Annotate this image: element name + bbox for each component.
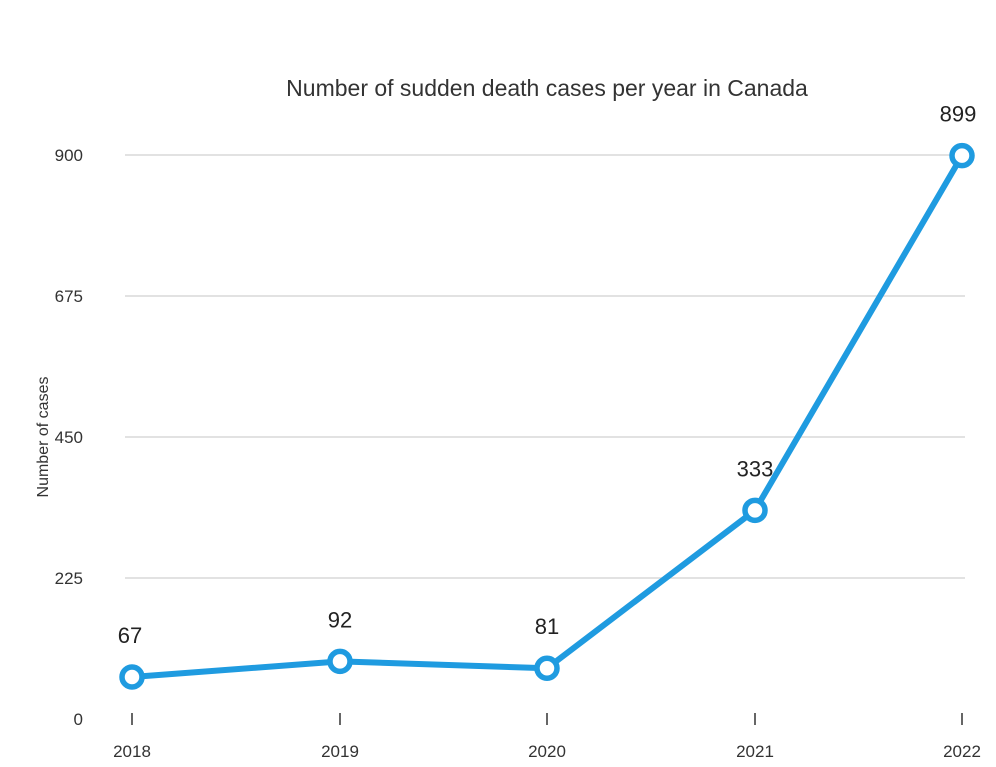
data-label: 333 [737, 456, 774, 481]
y-tick-label: 450 [55, 428, 83, 447]
x-tick-label: 2019 [321, 742, 359, 761]
data-label: 899 [940, 102, 977, 127]
data-point [949, 142, 975, 169]
x-tick-label: 2022 [943, 742, 981, 761]
series-line-group [129, 152, 965, 681]
data-label: 67 [118, 623, 142, 648]
y-tick-label: 225 [55, 569, 83, 588]
y-axis-label: Number of cases [35, 377, 52, 498]
data-label: 92 [328, 607, 352, 632]
y-tick-label: 900 [55, 146, 83, 165]
x-tick-label: 2020 [528, 742, 566, 761]
gridlines [125, 154, 965, 579]
data-point [534, 655, 560, 681]
x-tick-label: 2018 [113, 742, 151, 761]
data-label: 81 [535, 614, 559, 639]
data-points [119, 142, 975, 690]
x-tick-label: 2021 [736, 742, 774, 761]
y-tick-label: 675 [55, 287, 83, 306]
data-point [742, 497, 768, 524]
y-axis-ticks: 0 225 450 675 900 [55, 146, 83, 729]
chart-title: Number of sudden death cases per year in… [286, 75, 808, 101]
x-axis-ticks: 2018 2019 2020 2021 2022 [113, 713, 981, 761]
series-line [129, 152, 965, 681]
data-point [119, 664, 145, 690]
y-tick-label: 0 [74, 710, 83, 729]
data-point [327, 648, 353, 675]
data-labels: 67 92 81 333 899 [118, 102, 977, 648]
